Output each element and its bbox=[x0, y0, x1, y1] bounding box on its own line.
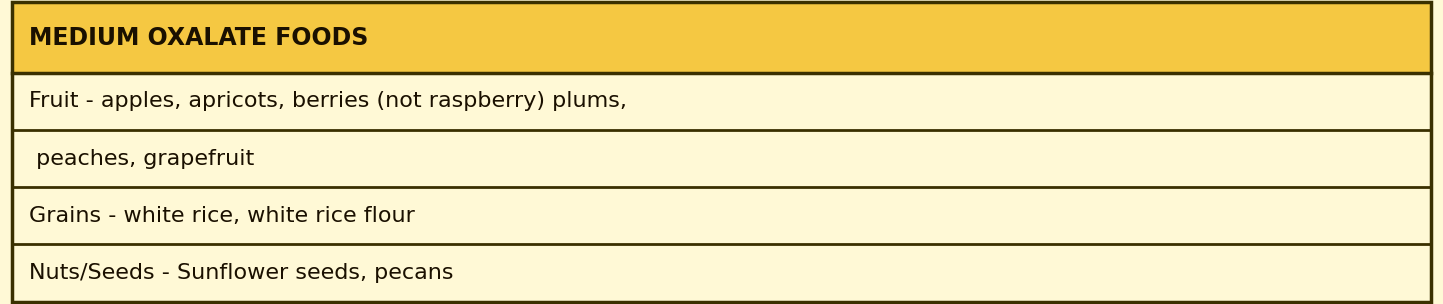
Text: Nuts/Seeds - Sunflower seeds, pecans: Nuts/Seeds - Sunflower seeds, pecans bbox=[29, 263, 453, 283]
Text: Grains - white rice, white rice flour: Grains - white rice, white rice flour bbox=[29, 206, 414, 226]
Bar bbox=[12, 2, 1431, 73]
Text: Fruit - apples, apricots, berries (not raspberry) plums,: Fruit - apples, apricots, berries (not r… bbox=[29, 91, 626, 111]
Text: peaches, grapefruit: peaches, grapefruit bbox=[29, 149, 254, 168]
Text: MEDIUM OXALATE FOODS: MEDIUM OXALATE FOODS bbox=[29, 26, 368, 50]
